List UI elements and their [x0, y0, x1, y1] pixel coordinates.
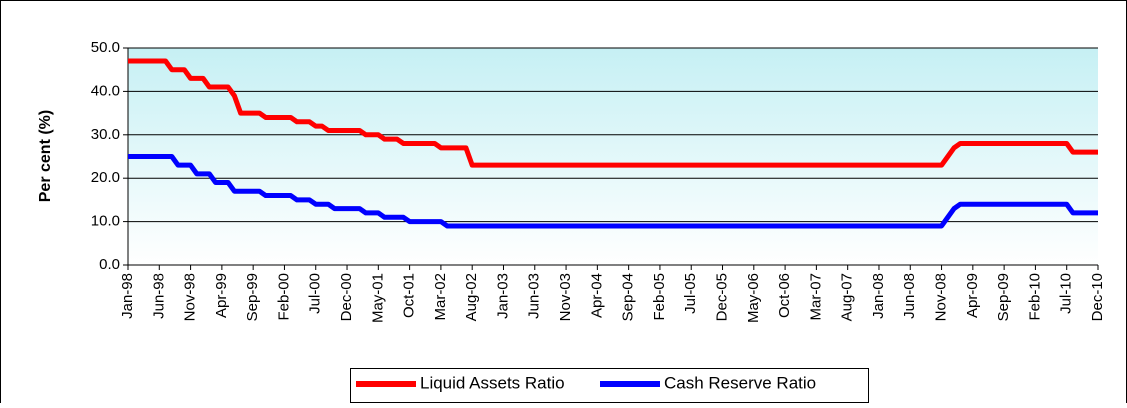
x-tick-label: Jul-10 — [1058, 273, 1075, 314]
x-tick-label: Jan-03 — [494, 273, 511, 319]
x-tick-label: Sep-09 — [995, 273, 1012, 321]
data-line — [128, 58, 1098, 168]
x-tick-label: May-06 — [745, 273, 762, 323]
x-tick-label: Sep-04 — [620, 273, 637, 321]
x-tick-label: Apr-09 — [964, 273, 981, 318]
x-tick-label: Jan-08 — [870, 273, 887, 319]
x-tick-label: Aug-02 — [463, 273, 480, 321]
x-tick-label: Nov-08 — [933, 273, 950, 321]
x-tick-label: Apr-99 — [213, 273, 230, 318]
x-tick-label: Jul-05 — [682, 273, 699, 314]
x-tick-label: Mar-07 — [807, 273, 824, 321]
x-tick-label: Jun-98 — [150, 273, 167, 319]
legend-label: Liquid Assets Ratio — [420, 373, 565, 392]
y-axis-title: Per cent (%) — [37, 110, 54, 202]
y-tick-label: 10.0 — [91, 213, 120, 230]
y-tick-label: 50.0 — [91, 39, 120, 56]
y-tick-label: 40.0 — [91, 82, 120, 99]
x-tick-label: Sep-99 — [244, 273, 261, 321]
x-tick-label: Nov-03 — [557, 273, 574, 321]
legend-label: Cash Reserve Ratio — [664, 373, 816, 392]
x-tick-label: Dec-00 — [338, 273, 355, 321]
x-tick-label: Jun-03 — [526, 273, 543, 319]
x-tick-label: Oct-01 — [401, 273, 418, 318]
x-tick-label: Feb-00 — [275, 273, 292, 321]
x-tick-label: Apr-04 — [588, 273, 605, 318]
x-tick-label: Jul-00 — [307, 273, 324, 314]
x-tick-label: Dec-05 — [713, 273, 730, 321]
x-tick-label: Jun-08 — [901, 273, 918, 319]
y-tick-label: 30.0 — [91, 126, 120, 143]
x-tick-label: Aug-07 — [839, 273, 856, 321]
x-tick-label: Oct-06 — [776, 273, 793, 318]
plot-area — [128, 48, 1098, 265]
data-line — [128, 154, 1098, 229]
x-tick-label: Jan-98 — [119, 273, 136, 319]
x-tick-label: Mar-02 — [432, 273, 449, 321]
y-tick-label: 20.0 — [91, 169, 120, 186]
x-tick-label: May-01 — [369, 273, 386, 323]
x-tick-label: Nov-98 — [182, 273, 199, 321]
x-tick-label: Feb-10 — [1026, 273, 1043, 321]
y-tick-label: 0.0 — [99, 256, 120, 273]
x-tick-label: Dec-10 — [1089, 273, 1106, 321]
x-tick-label: Feb-05 — [651, 273, 668, 321]
